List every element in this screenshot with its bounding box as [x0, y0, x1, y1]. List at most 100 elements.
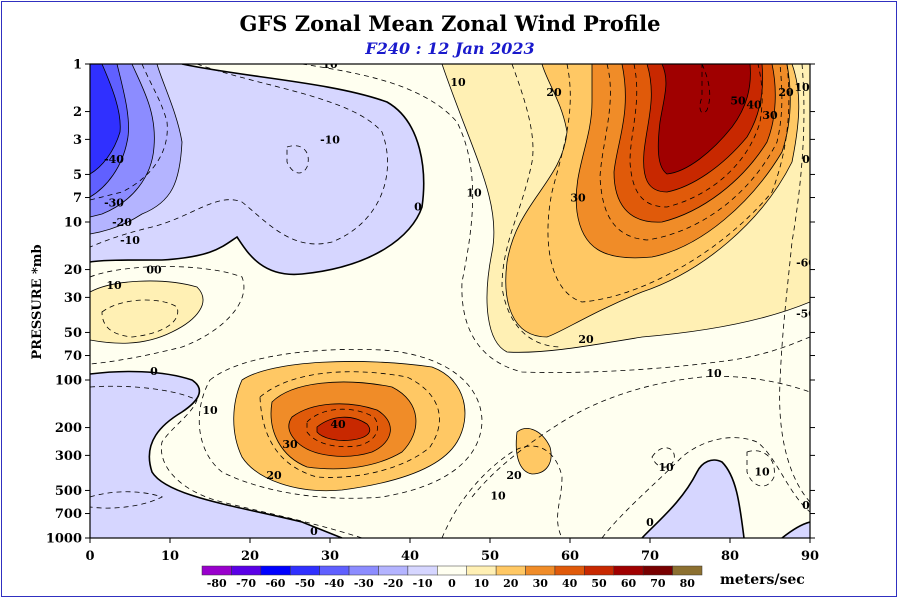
contour-label-22: 10: [706, 367, 722, 380]
contour-label-6: -10: [120, 234, 140, 247]
dashed-line-1: [90, 64, 388, 248]
band-10-20-left: [90, 280, 203, 344]
colorbar-swatch-1: [231, 565, 262, 576]
plot-border: [89, 63, 811, 539]
dashed-line-11: [699, 64, 711, 114]
colorbar-tick-13: 50: [591, 577, 607, 590]
colorbar-tick-3: -50: [295, 577, 315, 590]
colorbar-swatch-8: [437, 565, 467, 576]
x-tick-label-8: 80: [721, 549, 739, 564]
y-tick-label-15: 1000: [46, 532, 82, 547]
contour-line-1: [90, 280, 204, 344]
dashed-line-4: [301, 64, 810, 373]
dashed-line-14: [198, 348, 483, 499]
dashed-line-8: [547, 64, 790, 303]
contour-line-10: [316, 416, 371, 441]
contour-line-13: [90, 64, 129, 198]
chart-subtitle: F240 : 12 Jan 2023: [364, 39, 534, 58]
x-axis-ticks: 0 10 20 30 40 50 60 70 80 90: [85, 538, 819, 564]
y-tick-label-10: 100: [55, 374, 82, 389]
x-tick-label-0: 0: [85, 549, 94, 564]
contour-label-8: 10: [106, 279, 122, 292]
contour-label-14: 50: [730, 94, 746, 107]
dashed-line-3: [90, 64, 168, 201]
contour-label-32: 0: [646, 516, 654, 529]
colorbar-swatch-12: [554, 565, 585, 576]
dashed-line-5: [90, 266, 245, 365]
colorbar-swatch-14: [613, 565, 644, 576]
dashed-line-19: [651, 447, 675, 468]
contour-label-33: 0: [310, 525, 318, 538]
band-20-30-small: [516, 428, 552, 474]
contour-line-4: [613, 64, 776, 223]
y-tick-label-3: 5: [73, 168, 82, 183]
band-neg-lower-right-2: [782, 522, 810, 538]
colorbar-tick-5: -30: [354, 577, 374, 590]
colorbar-swatch-3: [289, 565, 320, 576]
colorbar-swatch-11: [525, 565, 556, 576]
colorbar-swatch-16: [672, 565, 703, 576]
colorbar-tick-6: -20: [383, 577, 403, 590]
contour-line-7: [233, 361, 466, 492]
colorbar-tick-15: 70: [650, 577, 666, 590]
dashed-line-22: [90, 491, 164, 509]
contour-label-20: -60: [796, 256, 816, 269]
colorbar-swatch-5: [348, 565, 379, 576]
contour-label-17: 20: [778, 86, 794, 99]
contour-line-12: [90, 64, 121, 175]
colorbar-swatch-6: [378, 565, 409, 576]
contour-label-30: 10: [658, 461, 674, 474]
contour-label-7: 00: [146, 264, 162, 277]
contour-line-5: [643, 64, 764, 193]
contour-line-16: [441, 64, 810, 353]
contour-label-11: 20: [546, 86, 562, 99]
y-tick-label-2: 3: [73, 133, 82, 148]
dashed-line-15: [259, 371, 440, 478]
dashed-contours: [90, 64, 810, 538]
contour-label-27: 20: [266, 469, 282, 482]
colorbar-tick-9: 10: [474, 577, 490, 590]
solid-contours: [90, 64, 810, 492]
contour-label-9: 0: [414, 201, 422, 214]
colorbar-swatch-13: [584, 565, 615, 576]
contour-line-6: [657, 64, 751, 175]
contour-label-25: 40: [330, 418, 346, 431]
contour-label-24: 10: [202, 404, 218, 417]
band-neg-lower-left: [90, 371, 342, 538]
colorbar-swatch-4: [319, 565, 350, 576]
colorbar-tick-1: -70: [236, 577, 256, 590]
dashed-line-9: [599, 64, 783, 241]
x-tick-label-4: 40: [401, 549, 419, 564]
dashed-line-21: [601, 437, 810, 538]
dashed-line-13: [90, 385, 363, 538]
contour-label-34: 0: [802, 499, 810, 512]
colorbar-tick-16: 80: [680, 577, 696, 590]
y-axis-label: PRESSURE *mb: [30, 244, 45, 359]
y-tick-label-6: 20: [64, 263, 82, 278]
dashed-line-2: [286, 145, 309, 174]
contour-label-26: 30: [282, 438, 298, 451]
colorbar-tick-8: 0: [448, 577, 456, 590]
dashed-line-17: [471, 376, 810, 498]
zero-contours: [90, 64, 810, 538]
colorbar-tick-4: -40: [324, 577, 344, 590]
y-tick-label-0: 1: [73, 58, 82, 73]
contour-line-14: [90, 64, 155, 218]
dashed-line-6: [101, 299, 179, 338]
contour-label-29: 10: [490, 490, 506, 503]
contour-label-23: 0: [150, 365, 158, 378]
contour-label-1: 10: [322, 58, 338, 71]
colorbar-tick-2: -60: [266, 577, 286, 590]
colorbar-swatch-9: [466, 565, 497, 576]
contour-label-31: 10: [754, 466, 770, 479]
x-tick-label-5: 50: [481, 549, 499, 564]
y-tick-label-12: 300: [55, 449, 82, 464]
dashed-line-16: [306, 408, 378, 448]
y-tick-label-7: 30: [64, 291, 82, 306]
contour-line-2: [505, 64, 800, 338]
y-tick-label-4: 7: [73, 191, 82, 206]
colorbar-tick-0: -80: [207, 577, 227, 590]
